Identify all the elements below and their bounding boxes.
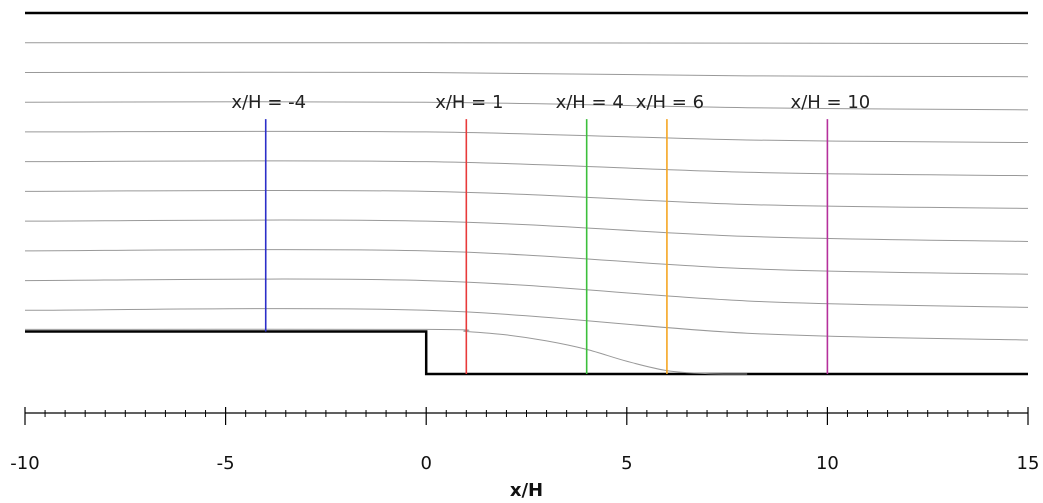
x-tick-label-10: 10 [816,453,839,474]
station-label-5: x/H = 10 [791,92,871,113]
x-axis-title: x/H [510,480,543,501]
station-label-1: x/H = -4 [231,92,306,113]
streamline-3 [24,101,1029,111]
x-tick-label-0: 0 [420,453,431,474]
x-tick-label-5: 5 [621,453,632,474]
station-label-2: x/H = 1 [435,92,503,113]
streamline-10 [24,308,1029,341]
x-tick-label--10: -10 [10,453,39,474]
streamline-2 [24,71,1029,78]
x-tick-label--5: -5 [217,453,235,474]
station-label-4: x/H = 6 [636,92,704,113]
channel-walls [25,11,1028,376]
streamline-5 [24,160,1029,177]
streamline-1 [24,42,1029,45]
stations-group: x/H = -4 x/H = 1 x/H = 4 x/H = 6 x/H = 10 [231,92,870,374]
streamlines-group [24,42,1029,375]
station-label-3: x/H = 4 [556,92,624,113]
streamline-6 [24,189,1029,209]
streamline-4 [24,130,1029,144]
streamline-8 [24,249,1029,275]
streamline-9 [24,278,1029,308]
streamline-7 [24,219,1029,242]
streamline-11 [24,328,748,375]
x-axis: -10 -5 0 5 10 15 [10,407,1039,474]
x-tick-label-15: 15 [1017,453,1040,474]
